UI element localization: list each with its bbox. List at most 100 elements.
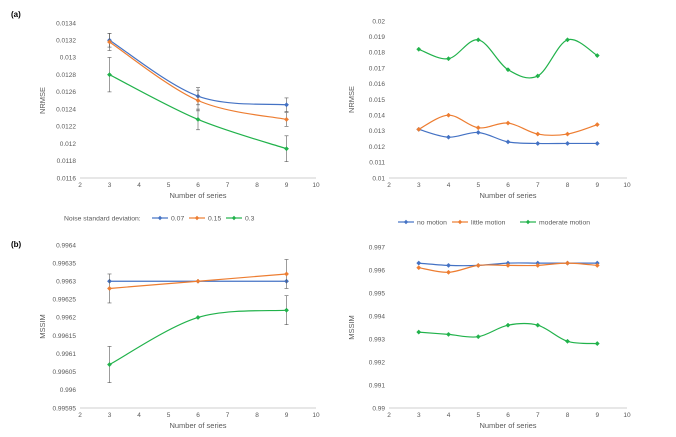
x-tick-label: 5 (476, 182, 480, 189)
y-tick-label: 0.01 (372, 175, 385, 182)
legend-swatch-marker (194, 215, 200, 221)
data-point (195, 98, 201, 103)
x-tick-label: 5 (167, 182, 171, 189)
data-point (446, 112, 451, 118)
legend-entry-label: little motion (471, 219, 506, 226)
y-tick-label: 0.994 (369, 313, 386, 320)
x-tick-label: 2 (78, 182, 82, 189)
x-tick-label: 10 (312, 182, 320, 189)
data-point (416, 329, 422, 335)
data-point (416, 265, 422, 271)
x-tick-label: 8 (255, 412, 259, 419)
y-tick-label: 0.9961 (56, 351, 76, 358)
x-tick-label: 10 (623, 182, 631, 189)
data-point (594, 122, 600, 128)
y-tick-label: 0.0116 (57, 175, 77, 182)
data-point (475, 125, 481, 131)
y-tick-label: 0.997 (369, 244, 386, 251)
y-tick-label: 0.996 (369, 267, 386, 274)
data-point (475, 129, 481, 135)
y-tick-label: 0.0124 (56, 106, 76, 113)
legend-swatch-marker (231, 215, 237, 221)
y-tick-label: 0.99625 (53, 297, 77, 304)
data-point (446, 262, 451, 268)
panel-label-a: (a) (11, 10, 21, 19)
x-tick-label: 6 (196, 182, 200, 189)
legend-entry-label: 0.15 (208, 215, 221, 222)
data-point (594, 341, 600, 347)
y-tick-label: 0.0132 (56, 38, 76, 45)
legend-swatch-marker (457, 219, 463, 225)
y-tick-label: 0.019 (369, 34, 386, 41)
x-tick-label: 6 (506, 412, 510, 419)
x-tick-label: 7 (536, 182, 540, 189)
y-tick-label: 0.995 (369, 290, 386, 297)
data-point (416, 260, 422, 266)
y-tick-label: 0.011 (369, 160, 385, 167)
x-tick-label: 3 (108, 182, 112, 189)
data-point (565, 338, 570, 344)
y-tick-label: 0.013 (369, 128, 386, 135)
x-axis-title: Number of series (479, 191, 536, 200)
x-tick-label: 5 (476, 412, 480, 419)
legend-entry-label: moderate motion (539, 219, 590, 226)
data-point (416, 126, 422, 132)
x-tick-label: 9 (285, 182, 289, 189)
data-point (505, 67, 511, 73)
y-tick-label: 0.0134 (56, 20, 76, 27)
data-point (107, 285, 112, 291)
y-tick-label: 0.99 (372, 405, 385, 412)
chart-a-left: 0.0116 0.0118 0.012 0.0122 0.0124 0.0126 0.012… (38, 20, 320, 200)
y-axis-title: MSSIM (347, 315, 356, 340)
y-tick-label: 0.996 (60, 387, 77, 394)
y-tick-label: 0.018 (369, 50, 386, 57)
y-axis-title: MSSIM (38, 314, 47, 339)
y-tick-label: 0.012 (369, 144, 386, 151)
x-axis-title: Number of series (169, 191, 226, 200)
legend-title: Noise standard deviation: (64, 215, 141, 222)
data-point (535, 73, 541, 79)
data-point (565, 260, 570, 266)
data-point (195, 314, 201, 320)
data-point (594, 53, 600, 59)
x-tick-label: 3 (417, 182, 421, 189)
x-tick-label: 7 (536, 412, 540, 419)
data-point (475, 334, 481, 340)
y-tick-label: 0.02 (372, 18, 385, 25)
y-tick-label: 0.9964 (56, 242, 76, 249)
data-point (446, 134, 451, 140)
panel-label-b: (b) (11, 240, 22, 249)
x-tick-label: 3 (417, 412, 421, 419)
chart-b-left: 0.99595 0.996 0.99605 0.9961 0.99615 0.9962 0.… (38, 242, 320, 430)
data-point (284, 102, 289, 108)
legend-noise-sd: Noise standard deviation: 0.07 0.15 0.3 (64, 215, 255, 222)
x-tick-label: 8 (566, 412, 570, 419)
x-axis-title: Number of series (169, 421, 226, 430)
data-point (565, 37, 570, 43)
data-point (475, 37, 481, 43)
x-tick-label: 4 (447, 182, 451, 189)
y-tick-label: 0.991 (369, 382, 386, 389)
data-point (535, 322, 541, 328)
x-tick-label: 8 (566, 182, 570, 189)
data-point (535, 262, 541, 268)
legend-swatch-marker (403, 219, 409, 225)
y-tick-label: 0.013 (60, 55, 77, 62)
x-tick-label: 9 (595, 182, 599, 189)
y-tick-label: 0.993 (369, 336, 386, 343)
x-tick-label: 4 (137, 412, 141, 419)
y-tick-label: 0.99605 (53, 369, 77, 376)
y-tick-label: 0.9963 (56, 279, 76, 286)
legend-motion: no motion little motion moderate motion (398, 219, 590, 226)
y-axis-title: NRMSE (347, 86, 356, 113)
x-tick-label: 2 (387, 182, 391, 189)
x-tick-label: 8 (255, 182, 259, 189)
x-tick-label: 9 (595, 412, 599, 419)
x-tick-label: 7 (226, 412, 230, 419)
legend-entry-label: 0.3 (245, 215, 255, 222)
x-tick-label: 2 (78, 412, 82, 419)
x-tick-label: 9 (285, 412, 289, 419)
data-point (284, 271, 289, 277)
data-point (416, 46, 422, 52)
